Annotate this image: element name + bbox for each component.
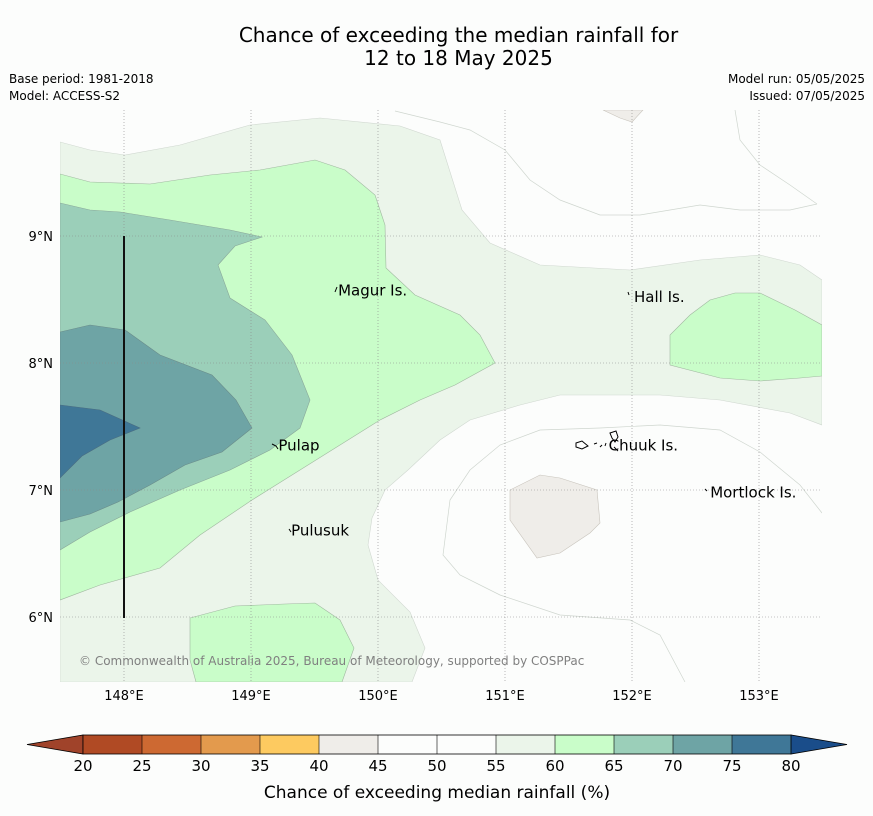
colorbar: 20 25 30 35 40 45 50 55 60 65 70 75 80 Chance of exc… bbox=[26, 734, 848, 803]
colorbar-tick-label: 75 bbox=[722, 757, 741, 775]
longitude-label: 148°E bbox=[104, 689, 144, 704]
issued-text: Issued: 07/05/2025 bbox=[749, 89, 865, 103]
place-label: Pulusuk bbox=[291, 522, 349, 540]
colorbar-cell bbox=[732, 735, 792, 754]
contour-70-75 bbox=[60, 324, 253, 523]
latitude-label: 9°N bbox=[29, 230, 54, 245]
contour-60-65-east bbox=[669, 292, 822, 382]
colorbar-cell bbox=[260, 735, 320, 754]
chuuk-lagoon-shape bbox=[575, 430, 619, 452]
copyright-notice: © Commonwealth of Australia 2025, Bureau… bbox=[79, 654, 584, 668]
contour-40-45-south bbox=[509, 474, 601, 559]
colorbar-tick-label: 40 bbox=[309, 757, 328, 775]
colorbar-tick-label: 35 bbox=[250, 757, 269, 775]
longitude-label: 153°E bbox=[739, 689, 779, 704]
meta-right: Model run: 05/05/2025 Issued: 07/05/2025 bbox=[728, 71, 865, 105]
contour-fills bbox=[60, 110, 822, 682]
colorbar-tick-label: 70 bbox=[663, 757, 682, 775]
colorbar-label: Chance of exceeding median rainfall (%) bbox=[264, 783, 610, 803]
colorbar-tick-label: 45 bbox=[368, 757, 387, 775]
hall-island-shape bbox=[627, 291, 630, 296]
colorbar-tick-label: 20 bbox=[73, 757, 92, 775]
latitude-label: 6°N bbox=[29, 611, 54, 626]
colorbar-cell bbox=[378, 735, 438, 754]
colorbar-over-arrow bbox=[790, 734, 848, 755]
longitude-label: 150°E bbox=[358, 689, 398, 704]
place-label: Hall Is. bbox=[634, 288, 685, 306]
longitude-label: 152°E bbox=[612, 689, 652, 704]
colorbar-cell bbox=[673, 735, 733, 754]
colorbar-cell bbox=[201, 735, 261, 754]
magur-island-shape bbox=[334, 286, 338, 293]
colorbar-cells bbox=[83, 735, 792, 754]
colorbar-tick-labels: 20 25 30 35 40 45 50 55 60 65 70 75 80 bbox=[73, 757, 800, 775]
colorbar-under-arrow bbox=[26, 734, 84, 755]
colorbar-tick-label: 30 bbox=[191, 757, 210, 775]
place-label: Magur Is. bbox=[338, 282, 407, 300]
pulusuk-island-shape bbox=[288, 528, 292, 533]
colorbar-cell bbox=[437, 735, 497, 754]
longitude-labels: 148°E 149°E 150°E 151°E 152°E 153°E bbox=[104, 689, 779, 704]
colorbar-tick-label: 80 bbox=[781, 757, 800, 775]
contour-50-line-ne bbox=[734, 110, 818, 205]
mortlock-island-shape bbox=[704, 488, 708, 492]
pulap-island-shape bbox=[271, 443, 279, 450]
longitude-label: 149°E bbox=[231, 689, 271, 704]
latitude-label: 8°N bbox=[29, 357, 54, 372]
contour-50-line-south bbox=[442, 424, 822, 682]
model-run-text: Model run: 05/05/2025 bbox=[727, 72, 865, 86]
colorbar-cell bbox=[496, 735, 556, 754]
place-label: Pulap bbox=[278, 437, 319, 455]
base-period-text: Base period: 1981-2018 bbox=[9, 72, 154, 86]
colorbar-tick-label: 65 bbox=[604, 757, 623, 775]
colorbar-tick-label: 60 bbox=[545, 757, 564, 775]
model-text: Model: ACCESS-S2 bbox=[9, 89, 121, 103]
map-title-line-2: 12 to 18 May 2025 bbox=[364, 46, 553, 70]
place-label: Chuuk Is. bbox=[609, 437, 678, 455]
colorbar-cell bbox=[83, 735, 143, 754]
map-title-line-1: Chance of exceeding the median rainfall … bbox=[238, 23, 679, 47]
colorbar-tick-label: 25 bbox=[132, 757, 151, 775]
latitude-labels: 9°N 8°N 7°N 6°N bbox=[29, 230, 54, 626]
place-label: Mortlock Is. bbox=[710, 484, 796, 502]
colorbar-tick-label: 55 bbox=[486, 757, 505, 775]
colorbar-tick-label: 50 bbox=[427, 757, 446, 775]
contour-75-80 bbox=[60, 404, 141, 479]
latitude-label: 7°N bbox=[29, 484, 54, 499]
contour-60-65-south bbox=[189, 602, 355, 682]
contour-50-line-north bbox=[394, 110, 818, 216]
island-glyphs bbox=[271, 286, 708, 533]
colorbar-cell bbox=[614, 735, 674, 754]
place-labels: Magur Is. Hall Is. Pulap Chuuk Is. Mortlock … bbox=[278, 282, 796, 540]
colorbar-cell bbox=[555, 735, 615, 754]
longitude-label: 151°E bbox=[485, 689, 525, 704]
colorbar-cell bbox=[142, 735, 202, 754]
colorbar-outline bbox=[82, 734, 792, 755]
meta-left: Base period: 1981-2018 Model: ACCESS-S2 bbox=[9, 71, 154, 105]
colorbar-cell bbox=[319, 735, 379, 754]
